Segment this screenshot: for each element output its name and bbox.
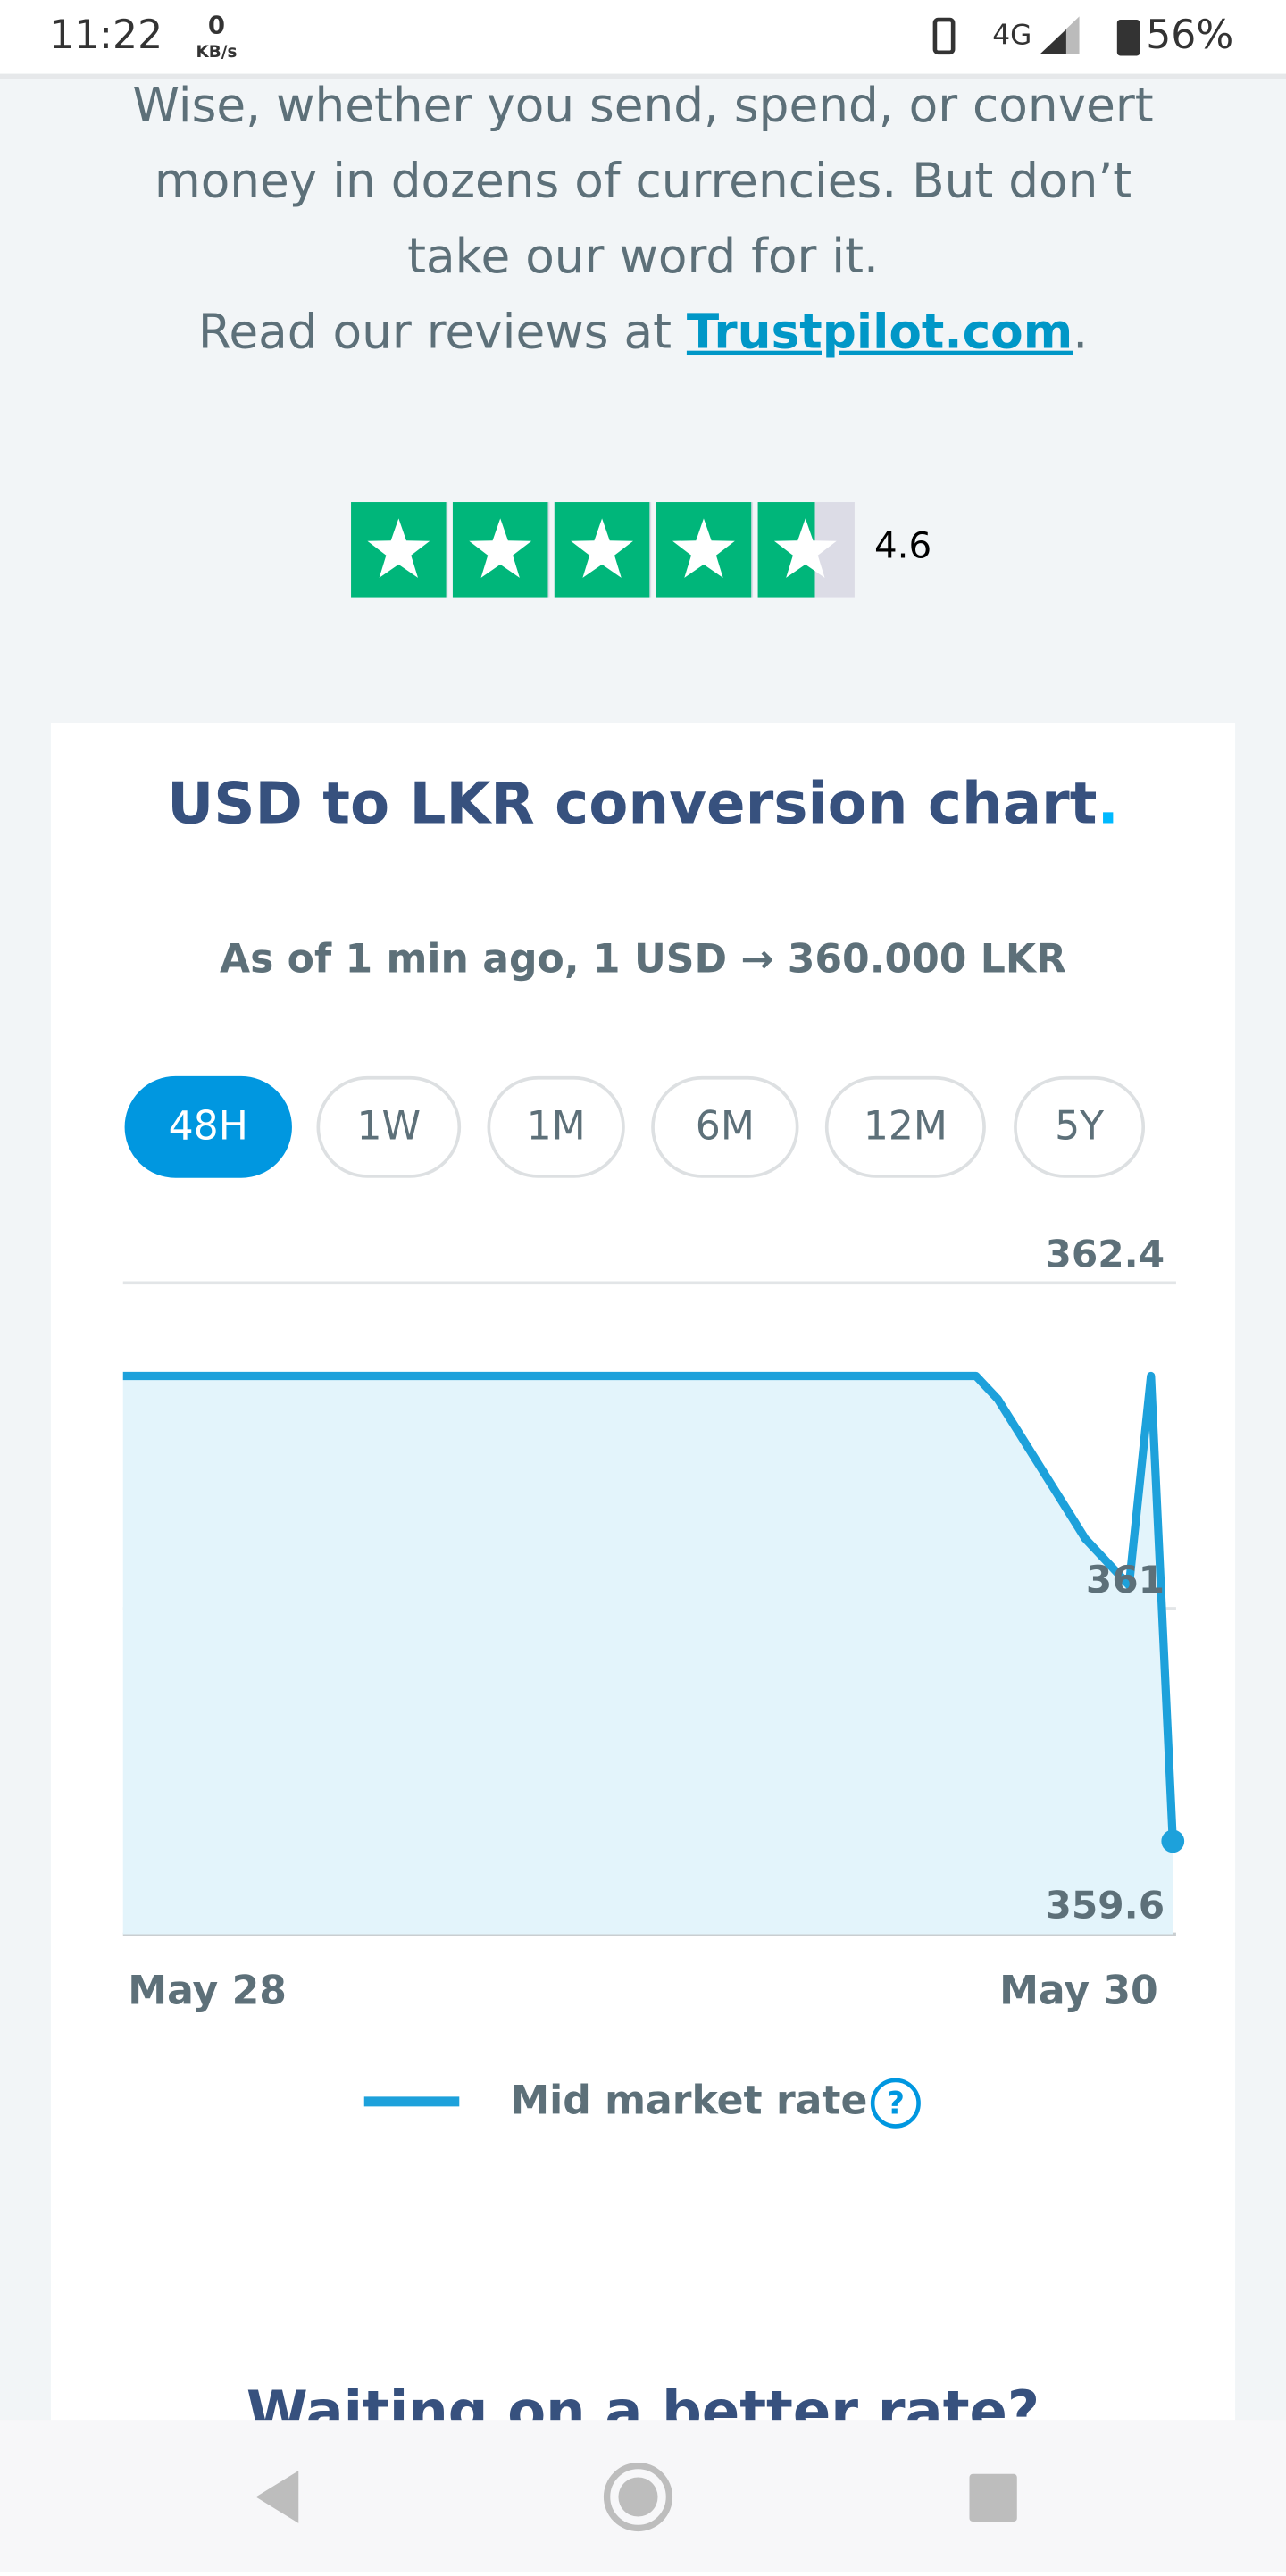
area <box>122 1376 1173 1935</box>
help-icon[interactable] <box>870 2078 921 2129</box>
card-title: USD to LKR conversion chart. <box>167 770 1119 837</box>
period-label: 6M <box>696 1104 755 1150</box>
line <box>122 1371 1177 1842</box>
card-title-dot: . <box>1097 770 1118 837</box>
vibrate-icon <box>932 17 956 55</box>
period-label: 48H <box>169 1104 248 1150</box>
y-tick-label: 361 <box>1086 1558 1165 1602</box>
rating-label: 4.6 <box>874 523 931 566</box>
help-icon-label: ? <box>887 2087 905 2122</box>
star <box>672 518 735 578</box>
reviews-prefix: Read our reviews at <box>198 304 687 359</box>
card-subtitle: As of 1 min ago, 1 USD → 360.000 LKR <box>220 936 1066 982</box>
intro-line: take our word for it. <box>407 229 879 284</box>
period-label: 1W <box>356 1104 421 1150</box>
period-button[interactable] <box>124 1075 292 1178</box>
battery-icon <box>1116 20 1140 56</box>
nav-home-dot <box>618 2477 658 2517</box>
nav-home[interactable] <box>603 2462 673 2532</box>
intro-line: money in dozens of currencies. But don’t <box>154 153 1132 208</box>
legend: Mid market rate? <box>363 2078 921 2129</box>
period-buttons: 48H 1W 1M 6M 12M 5Y <box>124 1075 1146 1178</box>
star <box>469 518 532 578</box>
reviews-suffix: . <box>1073 304 1088 359</box>
status-speed-unit: KB/s <box>196 43 238 62</box>
intro-line: Wise, whether you send, spend, or conver… <box>132 78 1153 133</box>
card-title-text: USD to LKR conversion chart <box>167 770 1097 837</box>
period-button[interactable] <box>316 1075 462 1178</box>
y-tick-label: 359.6 <box>1045 1884 1165 1928</box>
status-shadow <box>0 73 1286 79</box>
period-label: 12M <box>864 1104 948 1150</box>
y-tick-label: 362.4 <box>1045 1232 1165 1275</box>
period-label: 5Y <box>1055 1104 1105 1150</box>
status-network: 4G <box>992 19 1031 51</box>
star <box>367 518 430 578</box>
period-button[interactable] <box>824 1075 986 1178</box>
end-point <box>1161 1829 1185 1853</box>
period-button[interactable] <box>1014 1075 1146 1178</box>
rating-stars <box>351 502 855 598</box>
period-button[interactable] <box>487 1075 625 1178</box>
trustpilot-link[interactable]: Trustpilot.com <box>687 304 1073 359</box>
status-bar <box>0 0 1286 74</box>
reviews-line: Read our reviews at Trustpilot.com. <box>198 304 1088 359</box>
x-tick-label: May 28 <box>128 1969 287 2014</box>
period-label: 1M <box>527 1104 586 1150</box>
star <box>571 518 633 578</box>
period-button[interactable] <box>651 1075 799 1178</box>
intro: Wise, whether you send, spend, or conver… <box>132 78 1153 359</box>
nav-recents[interactable] <box>969 2473 1017 2522</box>
status-speed: 0 <box>208 11 225 39</box>
status-time: 11:22 <box>49 13 163 58</box>
status-battery: 56% <box>1146 13 1233 58</box>
star <box>773 518 837 578</box>
legend-label: Mid market rate <box>510 2078 867 2124</box>
x-tick-label: May 30 <box>999 1969 1158 2014</box>
chart: 359.6 361 362.4 May 28 May 30 <box>122 1232 1185 2014</box>
nav-back[interactable] <box>255 2471 299 2523</box>
